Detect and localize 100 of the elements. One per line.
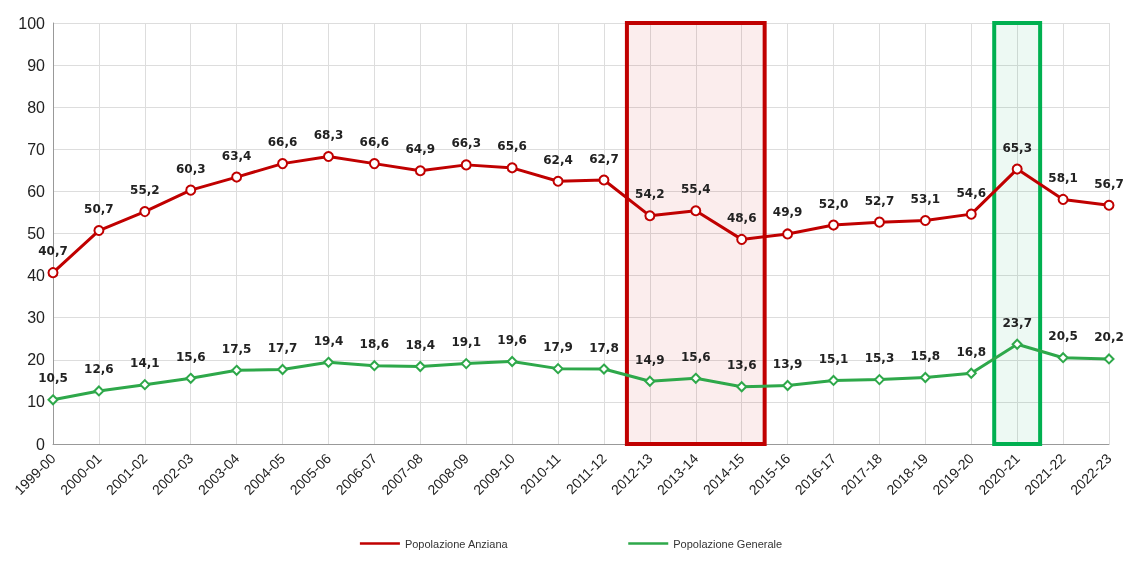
data-label: 65,3 xyxy=(1002,140,1032,155)
y-tick-label: 20 xyxy=(27,351,46,369)
point xyxy=(414,361,426,373)
data-label: 62,7 xyxy=(589,151,619,166)
point xyxy=(919,371,931,383)
point xyxy=(690,372,702,384)
point xyxy=(322,150,334,162)
data-label: 63,4 xyxy=(221,148,252,163)
data-label: 64,9 xyxy=(405,142,436,157)
point xyxy=(139,379,151,391)
point xyxy=(93,385,105,397)
data-label: 56,7 xyxy=(1094,176,1124,191)
point xyxy=(782,228,794,240)
legend-label: Popolazione Generale xyxy=(673,537,783,550)
data-label: 60,3 xyxy=(175,161,206,176)
data-label: 17,8 xyxy=(589,340,619,355)
data-label: 54,2 xyxy=(635,187,665,202)
data-label: 49,9 xyxy=(772,205,803,220)
y-tick-label: 100 xyxy=(18,14,46,32)
point xyxy=(1103,353,1115,365)
point xyxy=(965,208,977,220)
point xyxy=(231,364,243,376)
point xyxy=(644,375,656,387)
data-label: 62,4 xyxy=(543,152,573,167)
point xyxy=(736,381,748,393)
y-tick-label: 30 xyxy=(27,309,46,327)
data-label: 15,8 xyxy=(910,348,941,363)
data-label: 19,1 xyxy=(451,335,482,350)
data-label: 13,9 xyxy=(772,356,803,371)
data-label: 55,2 xyxy=(130,183,160,198)
data-label: 58,1 xyxy=(1048,170,1078,185)
data-label: 15,3 xyxy=(864,351,895,366)
y-tick-label: 40 xyxy=(27,267,46,285)
data-label: 18,6 xyxy=(359,337,390,352)
data-label: 48,6 xyxy=(726,210,757,225)
data-label: 10,5 xyxy=(38,371,68,386)
point xyxy=(93,225,105,237)
data-label: 55,4 xyxy=(680,182,711,197)
data-label: 23,7 xyxy=(1002,315,1032,330)
data-label: 50,7 xyxy=(84,202,114,217)
data-label: 16,8 xyxy=(956,344,987,359)
point xyxy=(736,233,748,245)
data-label: 68,3 xyxy=(313,127,344,142)
point xyxy=(919,214,931,226)
legend-label: Popolazione Anziana xyxy=(404,537,509,550)
point xyxy=(690,205,702,217)
point xyxy=(506,162,518,174)
point xyxy=(47,267,59,279)
point xyxy=(368,360,380,372)
data-label: 12,6 xyxy=(84,362,114,377)
data-label: 19,6 xyxy=(497,332,527,347)
point xyxy=(828,219,840,231)
data-label: 66,6 xyxy=(359,135,390,150)
data-label: 15,6 xyxy=(680,349,711,364)
point xyxy=(414,165,426,177)
point xyxy=(460,159,472,171)
y-tick-label: 50 xyxy=(27,225,46,242)
data-label: 54,6 xyxy=(956,185,987,200)
point xyxy=(552,363,564,375)
data-label: 19,4 xyxy=(313,333,344,348)
data-label: 17,9 xyxy=(543,340,573,355)
point xyxy=(322,356,334,368)
point xyxy=(368,158,380,170)
point xyxy=(460,358,472,370)
point xyxy=(506,355,518,367)
point xyxy=(1103,199,1115,211)
data-label: 53,1 xyxy=(910,191,941,206)
point xyxy=(965,367,977,379)
data-label: 18,4 xyxy=(405,338,436,353)
y-tick-label: 90 xyxy=(27,56,46,74)
point xyxy=(185,372,197,384)
point xyxy=(139,206,151,218)
point xyxy=(782,379,794,391)
point xyxy=(598,174,610,186)
point xyxy=(1011,338,1023,350)
data-label: 13,6 xyxy=(726,358,757,373)
point xyxy=(231,171,243,183)
data-label: 15,1 xyxy=(818,351,849,366)
data-label: 17,5 xyxy=(221,341,252,356)
data-label: 15,6 xyxy=(175,349,206,364)
data-label: 66,3 xyxy=(451,136,482,151)
y-tick-label: 10 xyxy=(27,393,46,411)
point xyxy=(644,210,656,222)
data-label: 66,6 xyxy=(267,135,298,150)
point xyxy=(185,184,197,196)
data-label: 20,5 xyxy=(1048,329,1078,344)
data-label: 20,2 xyxy=(1094,330,1124,345)
point xyxy=(277,363,289,375)
point xyxy=(873,374,885,386)
data-label: 52,0 xyxy=(818,196,849,211)
point xyxy=(1057,352,1069,364)
data-label: 52,7 xyxy=(864,193,895,208)
point xyxy=(1057,193,1069,205)
point xyxy=(277,158,289,170)
data-label: 14,9 xyxy=(635,352,665,367)
point xyxy=(47,394,59,406)
y-tick-label: 70 xyxy=(27,140,46,158)
y-tick-label: 80 xyxy=(27,98,46,116)
data-label: 17,7 xyxy=(267,340,298,355)
point xyxy=(598,363,610,375)
